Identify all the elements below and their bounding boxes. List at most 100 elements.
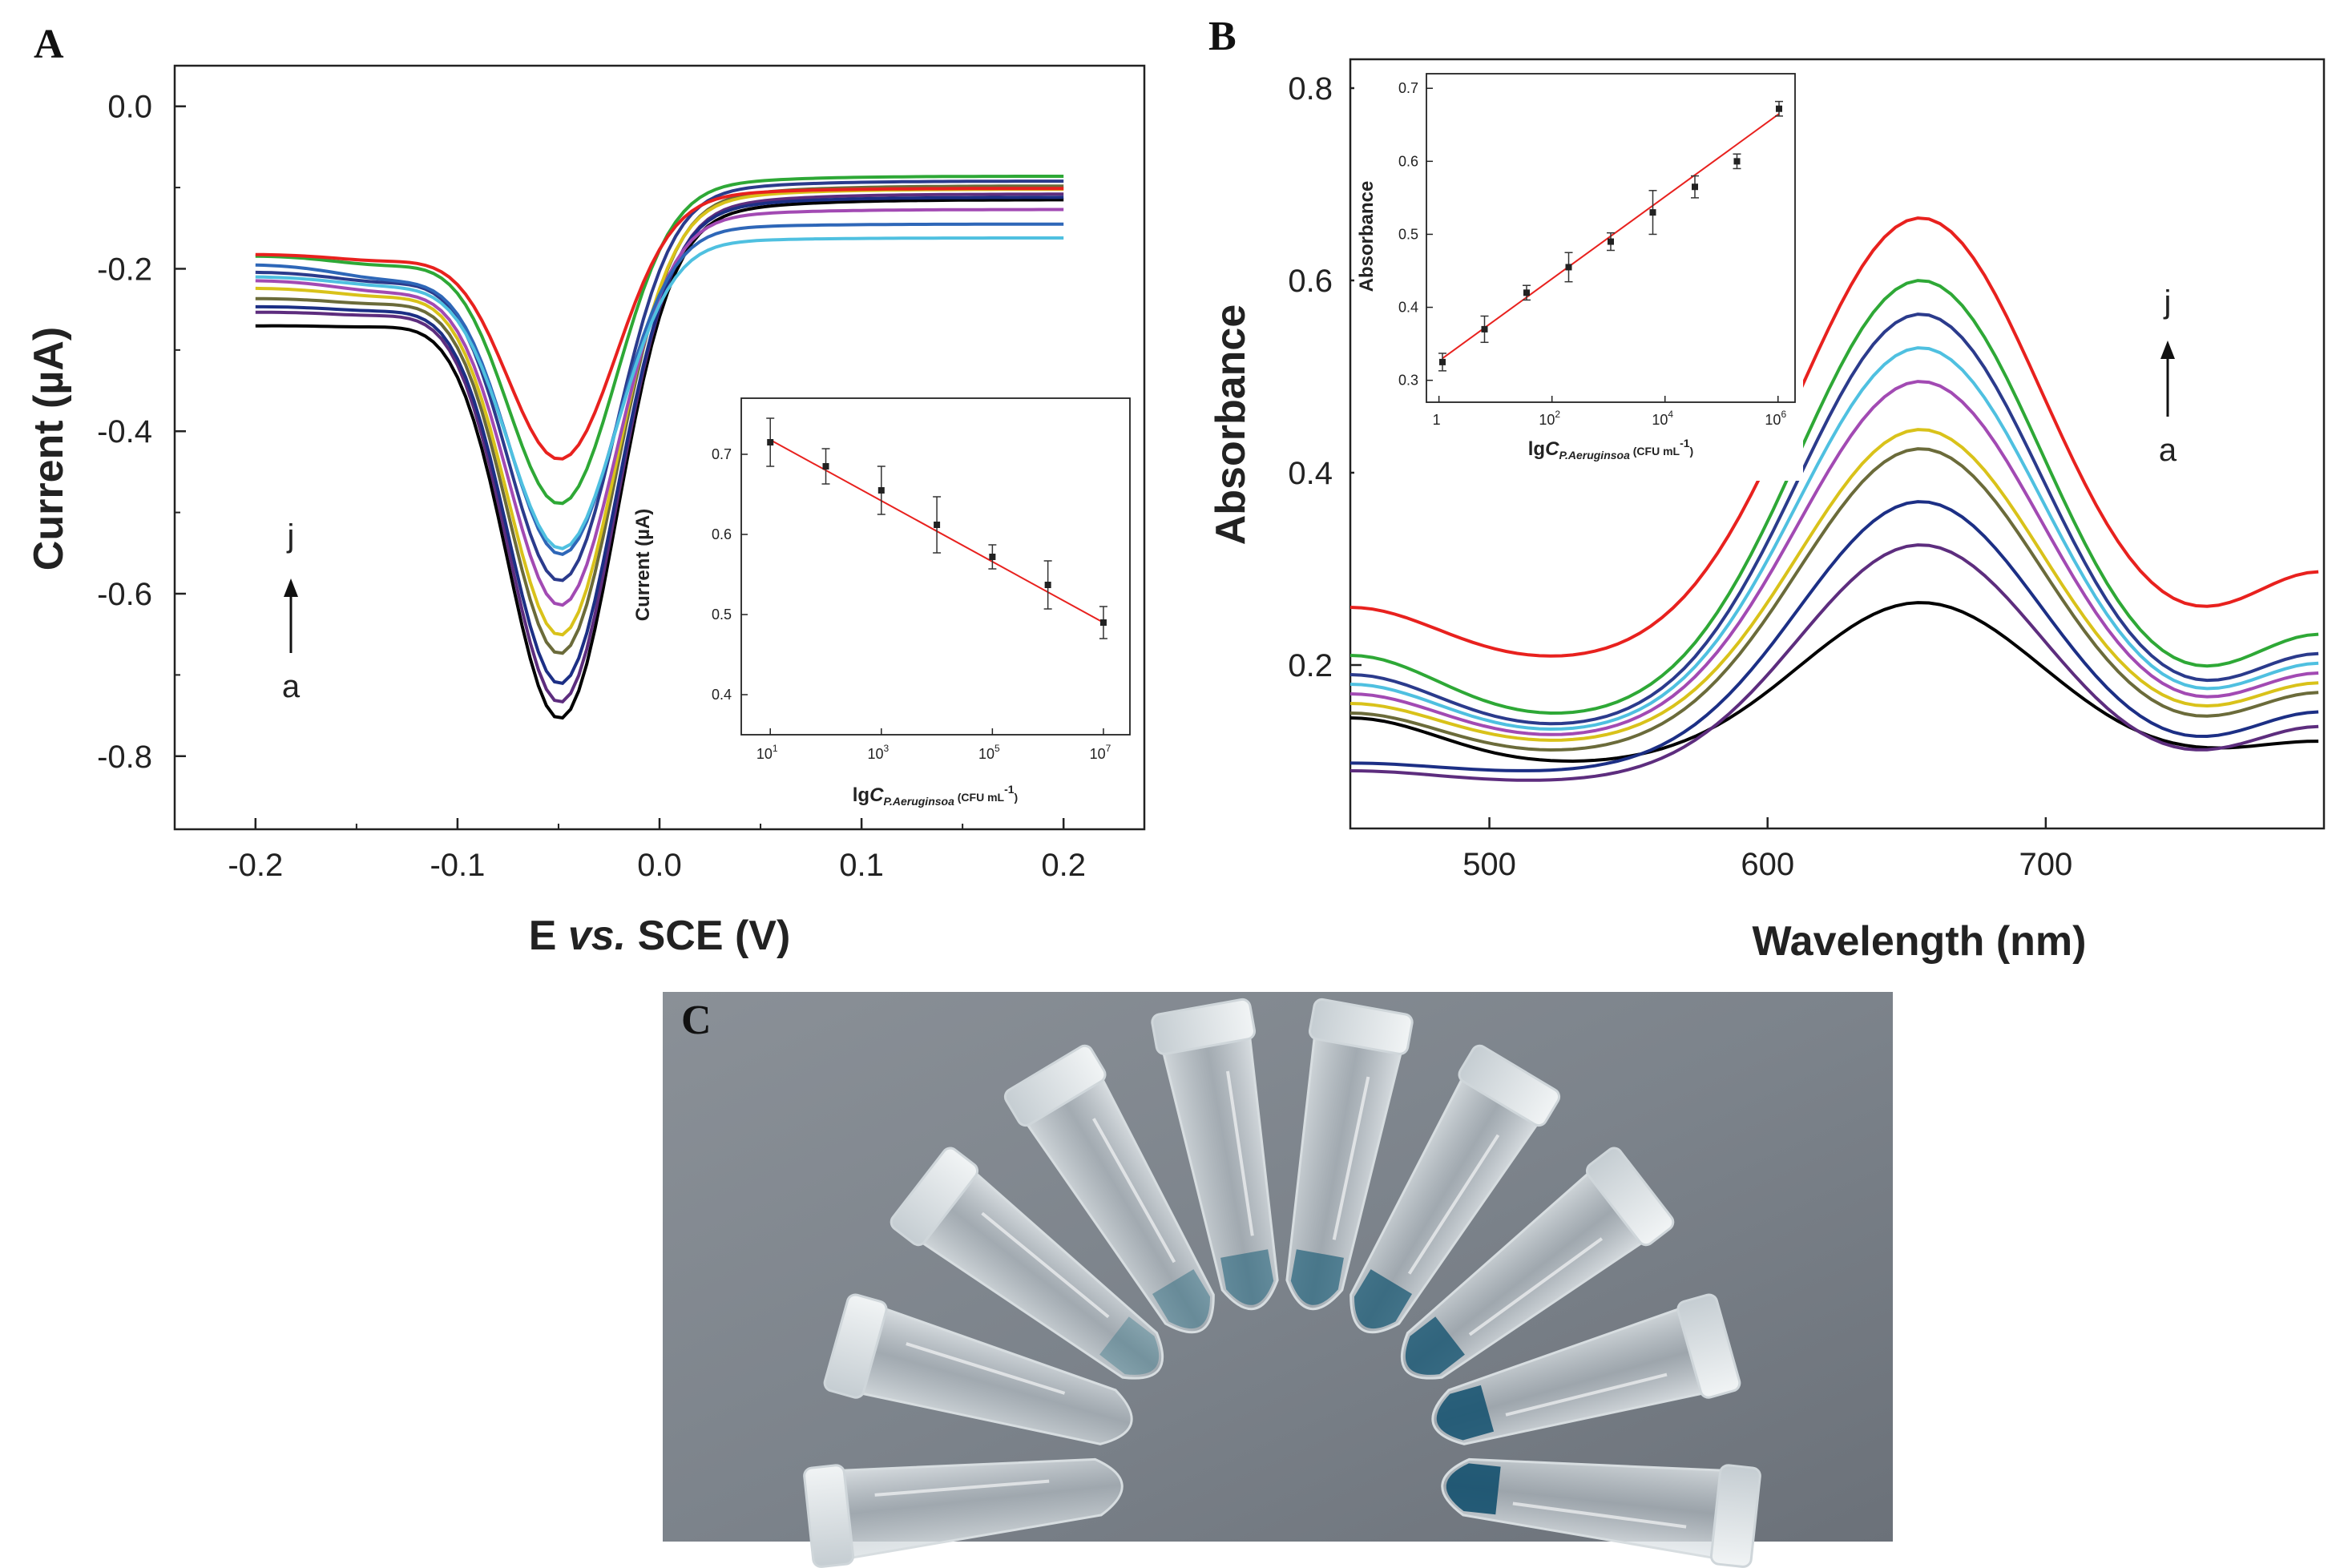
tube (1431, 1293, 1741, 1445)
panel-a-curve-g (255, 179, 1064, 582)
panel-a-curve-j (255, 187, 1064, 461)
tube-highlight (874, 1479, 1050, 1497)
panel-a-inset-point (989, 554, 996, 560)
panel-c-label: C (681, 998, 712, 1043)
panel-b-curve-d (1349, 447, 2319, 752)
tube-highlight (1225, 1070, 1254, 1236)
panel-b-inset-ytick-label: 0.3 (1398, 373, 1418, 389)
panel-a-arrow-head (284, 578, 298, 597)
panel-b-arrow-top-label: j (2164, 284, 2172, 320)
tube-highlight (981, 1211, 1110, 1319)
panel-b-curve-j (1349, 216, 2319, 658)
tube-body (1285, 1033, 1403, 1311)
tube-cap (1309, 998, 1414, 1055)
panel-a-inset-point (767, 439, 774, 445)
panel-a-inset-plot-area (740, 397, 1131, 736)
tube-solution (1436, 1385, 1495, 1441)
panel-a-axes: -0.2 -0.1 0.0 0.1 0.2 0.0 -0.2 -0.4 -0.6 -0.8 (97, 90, 1086, 883)
tube (1151, 998, 1279, 1311)
panel-a-ylabel: Current (µA) (26, 327, 72, 570)
panel-b-inset-xtick-label: 106 (1765, 409, 1786, 428)
panel-c-photo: C (663, 992, 1893, 1568)
panel-b-curve-i (1349, 279, 2319, 715)
tube-solution (1354, 1269, 1413, 1329)
panel-a-curve-i (255, 236, 1064, 550)
panel-b-curve-h (1349, 312, 2319, 726)
tube-body (857, 1306, 1133, 1445)
panel-b-inset-point (1523, 289, 1530, 296)
tube-body (1400, 1169, 1647, 1380)
tube (1003, 1044, 1215, 1334)
panel-b-axes: 500 600 700 0.2 0.4 0.6 0.8 (1288, 71, 2072, 882)
panel-b-curves (1349, 216, 2319, 782)
panel-b-inset-xlabel: lgCP.Aeruginsoa (CFU mL-1) (1528, 437, 1693, 462)
panel-b-inset-point (1692, 183, 1698, 191)
panel-b-inset-ytick-label: 0.5 (1398, 226, 1418, 242)
tube-highlight (906, 1342, 1066, 1395)
tube-highlight (1505, 1373, 1668, 1417)
tube-highlight (1407, 1134, 1500, 1275)
tube (803, 1457, 1124, 1568)
panel-a-inset-ylabel: Current (µA) (632, 509, 654, 621)
tube (1441, 1457, 1761, 1568)
tube-cap (1709, 1464, 1761, 1568)
panel-b-curve-e (1349, 428, 2319, 742)
panel-b-inset-xtick-label: 1 (1433, 412, 1441, 428)
panel-b-inset-point (1481, 325, 1488, 333)
tube-highlight (1512, 1501, 1687, 1529)
panel-a-xtick-label: -0.2 (228, 848, 283, 883)
panel-b-ytick-label: 0.8 (1288, 71, 1333, 107)
panel-a-chart: -0.2 -0.1 0.0 0.1 0.2 0.0 -0.2 -0.4 -0.6 -0.8 E v… (26, 64, 1146, 959)
panel-b-chart: 500 600 700 0.2 0.4 0.6 0.8 Wavelength (nm) Ab… (1208, 58, 2326, 965)
panel-a-inset-bg (704, 397, 1136, 817)
tube-cap (1151, 998, 1256, 1055)
tube-cap (803, 1464, 855, 1568)
tube-solution (1446, 1463, 1501, 1515)
panel-b-curve-c (1349, 500, 2319, 772)
tube-cap (823, 1293, 888, 1399)
panel-b-inset-bg (1354, 64, 1803, 481)
panel-b-arrow-bottom-label: a (2159, 433, 2177, 468)
panel-a-inset-point (1099, 619, 1107, 626)
panel-b-inset-point (1439, 358, 1446, 365)
panel-b-label: B (1208, 14, 1237, 59)
panel-a-inset-xlabel: lgCP.Aeruginsoa (CFU mL-1) (853, 783, 1018, 808)
tube-body (1161, 1033, 1279, 1311)
panel-b-plot-area (1349, 58, 2326, 830)
tube (1349, 1044, 1561, 1334)
panel-b-inset-point (1733, 158, 1741, 165)
tube-solution (1099, 1316, 1160, 1375)
tube (1285, 998, 1414, 1311)
panel-a-curve-h (255, 222, 1064, 557)
panel-a-inset-point (877, 487, 885, 494)
panel-a-ytick-label: -0.6 (97, 577, 152, 612)
tube-body (1441, 1457, 1726, 1560)
panel-b-inset-point (1776, 105, 1782, 112)
tube-solution (1152, 1269, 1211, 1329)
panel-b-inset-point (1608, 238, 1614, 245)
panel-a-inset-point (934, 522, 941, 528)
panel-b-curve-a (1349, 601, 2319, 764)
panel-a-curves (255, 175, 1064, 720)
tube (823, 1293, 1133, 1445)
panel-a-xtick-label: -0.1 (430, 848, 485, 883)
tube-cap (1585, 1147, 1675, 1247)
tube-body (1349, 1074, 1541, 1334)
panel-b-inset-ytick-label: 0.6 (1398, 153, 1418, 169)
tube-solution (1290, 1249, 1344, 1305)
panel-a-ytick-label: -0.4 (97, 414, 152, 449)
tube-solution (1405, 1316, 1465, 1375)
panel-b-xtick-label: 600 (1741, 847, 1794, 882)
panel-a-arrow-bottom-label: a (282, 669, 301, 704)
panel-b-arrow-head (2160, 341, 2175, 359)
panel-a-arrow-top-label: j (287, 518, 295, 554)
panel-a-inset-point (822, 463, 829, 470)
panel-a-inset-ytick-label: 0.7 (712, 446, 732, 462)
tube (1400, 1147, 1675, 1380)
panel-b-ytick-label: 0.6 (1288, 264, 1333, 299)
panel-b-curve-f (1349, 380, 2319, 736)
tube-body (918, 1169, 1164, 1380)
